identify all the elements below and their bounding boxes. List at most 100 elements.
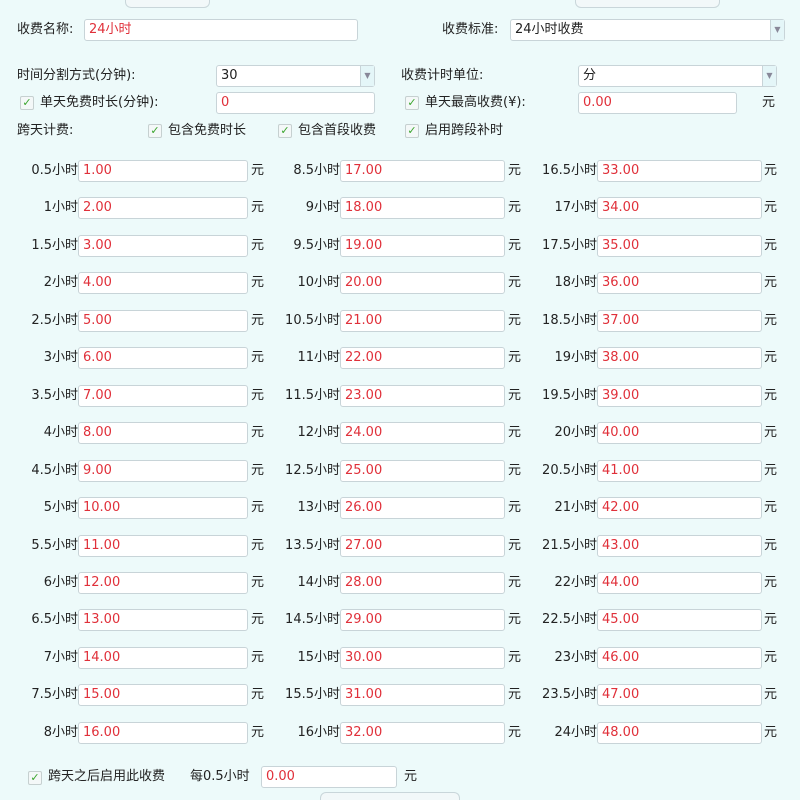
- rate-input[interactable]: 35.00: [597, 234, 762, 257]
- rate-input[interactable]: 36.00: [597, 272, 762, 295]
- rate-label: 2.5小时: [31, 312, 78, 328]
- rate-label: 6.5小时: [31, 612, 78, 628]
- rate-label: 22.5小时: [542, 612, 597, 628]
- rate-input[interactable]: 22.00: [340, 347, 505, 370]
- name-input[interactable]: 24小时: [84, 19, 358, 41]
- rate-unit: 元: [251, 237, 265, 253]
- rate-input[interactable]: 47.00: [597, 684, 762, 707]
- rate-unit: 元: [764, 687, 778, 703]
- rate-unit: 元: [508, 237, 522, 253]
- rate-input[interactable]: 7.00: [78, 384, 248, 407]
- rate-input[interactable]: 8.00: [78, 422, 248, 445]
- rate-input[interactable]: 2.00: [78, 197, 248, 220]
- rate-unit: 元: [764, 462, 778, 478]
- rate-input[interactable]: 1.00: [78, 160, 248, 182]
- rate-input[interactable]: 48.00: [597, 721, 762, 744]
- after-cross-input[interactable]: 0.00: [261, 766, 397, 788]
- rate-input[interactable]: 5.00: [78, 309, 248, 332]
- rate-input[interactable]: 46.00: [597, 646, 762, 669]
- rate-unit: 元: [251, 163, 265, 178]
- split-select[interactable]: 30 ▼: [216, 65, 375, 87]
- rate-unit: 元: [251, 500, 265, 516]
- after-cross-label: 跨天之后启用此收费: [48, 769, 166, 784]
- max-checkbox[interactable]: ✓: [405, 96, 419, 110]
- top-button-left[interactable]: [125, 0, 210, 8]
- rate-unit: 元: [508, 687, 522, 703]
- rate-input[interactable]: 19.00: [340, 234, 505, 257]
- rate-label: 10.5小时: [285, 312, 340, 328]
- rate-label: 13小时: [297, 500, 340, 516]
- rate-input[interactable]: 10.00: [78, 497, 248, 520]
- rate-input[interactable]: 3.00: [78, 234, 248, 257]
- rate-label: 18.5小时: [542, 312, 597, 328]
- chevron-down-icon[interactable]: ▼: [360, 66, 374, 86]
- free-checkbox[interactable]: ✓: [20, 96, 34, 110]
- rate-input[interactable]: 24.00: [340, 422, 505, 445]
- rate-label: 8.5小时: [293, 163, 340, 178]
- max-input[interactable]: 0.00: [578, 92, 737, 114]
- cross-opt-1-checkbox[interactable]: ✓: [278, 124, 292, 138]
- cross-opt-0-checkbox[interactable]: ✓: [148, 124, 162, 138]
- rate-unit: 元: [251, 574, 265, 590]
- cross-opt-2-checkbox[interactable]: ✓: [405, 124, 419, 138]
- rate-input[interactable]: 33.00: [597, 160, 762, 182]
- rate-unit: 元: [764, 425, 778, 441]
- rate-input[interactable]: 32.00: [340, 721, 505, 744]
- rate-input[interactable]: 25.00: [340, 459, 505, 482]
- rate-input[interactable]: 12.00: [78, 571, 248, 594]
- rate-input[interactable]: 42.00: [597, 497, 762, 520]
- rate-input[interactable]: 30.00: [340, 646, 505, 669]
- chevron-down-icon[interactable]: ▼: [762, 66, 776, 86]
- rate-unit: 元: [508, 350, 522, 366]
- free-label: 单天免费时长(分钟):: [40, 95, 159, 110]
- free-input[interactable]: 0: [216, 92, 375, 114]
- rate-label: 18小时: [554, 275, 597, 291]
- rate-input[interactable]: 34.00: [597, 197, 762, 220]
- rate-label: 5小时: [43, 500, 78, 516]
- rate-unit: 元: [508, 163, 522, 178]
- rate-label: 20小时: [554, 425, 597, 441]
- rate-input[interactable]: 38.00: [597, 347, 762, 370]
- rate-input[interactable]: 27.00: [340, 534, 505, 557]
- rate-input[interactable]: 16.00: [78, 721, 248, 744]
- after-cross-unit: 元: [404, 769, 418, 784]
- rate-input[interactable]: 15.00: [78, 684, 248, 707]
- rate-label: 9小时: [305, 200, 340, 216]
- rate-input[interactable]: 28.00: [340, 571, 505, 594]
- rate-input[interactable]: 37.00: [597, 309, 762, 332]
- rate-input[interactable]: 26.00: [340, 497, 505, 520]
- rate-input[interactable]: 44.00: [597, 571, 762, 594]
- rate-unit: 元: [764, 500, 778, 516]
- rate-input[interactable]: 40.00: [597, 422, 762, 445]
- rate-input[interactable]: 6.00: [78, 347, 248, 370]
- rate-input[interactable]: 18.00: [340, 197, 505, 220]
- rate-input[interactable]: 45.00: [597, 609, 762, 632]
- chevron-down-icon[interactable]: ▼: [770, 20, 784, 40]
- rate-input[interactable]: 17.00: [340, 160, 505, 182]
- after-cross-checkbox[interactable]: ✓: [28, 771, 42, 785]
- rate-input[interactable]: 43.00: [597, 534, 762, 557]
- rate-input[interactable]: 4.00: [78, 272, 248, 295]
- rate-input[interactable]: 14.00: [78, 646, 248, 669]
- max-unit: 元: [762, 95, 776, 110]
- rate-input[interactable]: 9.00: [78, 459, 248, 482]
- rate-label: 20.5小时: [542, 462, 597, 478]
- standard-select[interactable]: 24小时收费 ▼: [510, 19, 785, 41]
- rate-input[interactable]: 11.00: [78, 534, 248, 557]
- rate-unit: 元: [251, 312, 265, 328]
- unit-label: 收费计时单位:: [401, 68, 484, 83]
- rate-input[interactable]: 13.00: [78, 609, 248, 632]
- unit-select[interactable]: 分 ▼: [578, 65, 777, 87]
- rate-input[interactable]: 21.00: [340, 309, 505, 332]
- rate-input[interactable]: 31.00: [340, 684, 505, 707]
- rate-label: 5.5小时: [31, 537, 78, 553]
- rate-label: 19小时: [554, 350, 597, 366]
- rate-input[interactable]: 39.00: [597, 384, 762, 407]
- bottom-button[interactable]: [320, 792, 460, 800]
- rate-input[interactable]: 20.00: [340, 272, 505, 295]
- rate-input[interactable]: 23.00: [340, 384, 505, 407]
- rate-input[interactable]: 29.00: [340, 609, 505, 632]
- rate-label: 10小时: [297, 275, 340, 291]
- top-button-right[interactable]: [575, 0, 720, 8]
- rate-input[interactable]: 41.00: [597, 459, 762, 482]
